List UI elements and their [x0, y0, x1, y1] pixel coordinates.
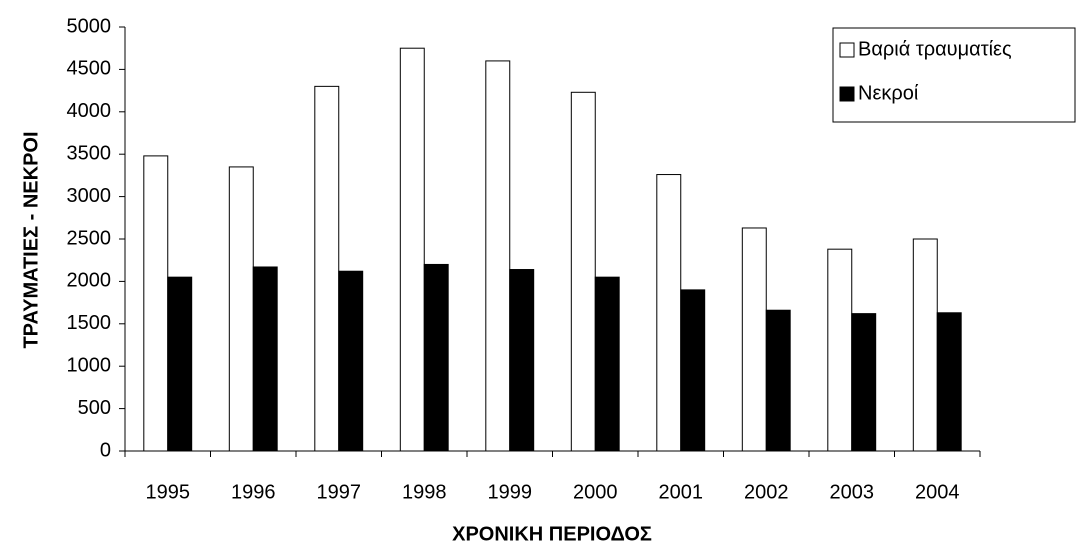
y-tick-label: 5000 [67, 15, 112, 37]
y-tick-label: 1500 [67, 312, 112, 334]
bar [936, 312, 962, 452]
y-tick-label: 2500 [67, 227, 112, 249]
bar [765, 309, 791, 452]
legend-swatch [839, 42, 855, 58]
y-tick-label: 500 [78, 397, 111, 419]
bar [570, 91, 596, 452]
bar [912, 238, 938, 452]
bar [656, 174, 682, 452]
x-tick-label: 2003 [830, 481, 875, 503]
y-tick-label: 3000 [67, 185, 112, 207]
x-tick-label: 2004 [915, 481, 960, 503]
bar [399, 47, 425, 452]
x-tick-label: 2001 [659, 481, 704, 503]
x-tick-label: 1995 [146, 481, 191, 503]
bar [167, 276, 193, 452]
bar [252, 266, 278, 452]
x-tick-label: 1999 [488, 481, 533, 503]
bar [851, 313, 877, 452]
bar [680, 289, 706, 452]
legend-swatch [839, 86, 855, 102]
bar [509, 269, 535, 452]
y-tick-label: 3500 [67, 142, 112, 164]
bar [741, 227, 767, 452]
x-tick-label: 2000 [573, 481, 618, 503]
bar [485, 60, 511, 452]
bar [594, 276, 620, 452]
y-tick-label: 1000 [67, 354, 112, 376]
y-tick-label: 4000 [67, 100, 112, 122]
x-tick-label: 1997 [317, 481, 362, 503]
y-tick-label: 4500 [67, 58, 112, 80]
y-axis-title: ΤΡΑΥΜΑΤΙΕΣ - ΝΕΚΡΟΙ [20, 131, 42, 348]
bar [314, 85, 340, 452]
legend-label: Βαριά τραυματίες [858, 38, 1012, 60]
x-tick-label: 2002 [744, 481, 789, 503]
bar [423, 263, 449, 452]
y-tick-label: 0 [100, 439, 111, 461]
bar [143, 155, 169, 452]
bar [228, 166, 254, 452]
x-axis-title: ΧΡΟΝΙΚΗ ΠΕΡΙΟΔΟΣ [452, 523, 652, 545]
legend-label: Νεκροί [858, 82, 919, 104]
x-tick-label: 1998 [402, 481, 447, 503]
bar [827, 248, 853, 452]
legend-box [832, 27, 1076, 123]
bar [338, 270, 364, 452]
x-tick-label: 1996 [231, 481, 276, 503]
y-tick-label: 2000 [67, 270, 112, 292]
